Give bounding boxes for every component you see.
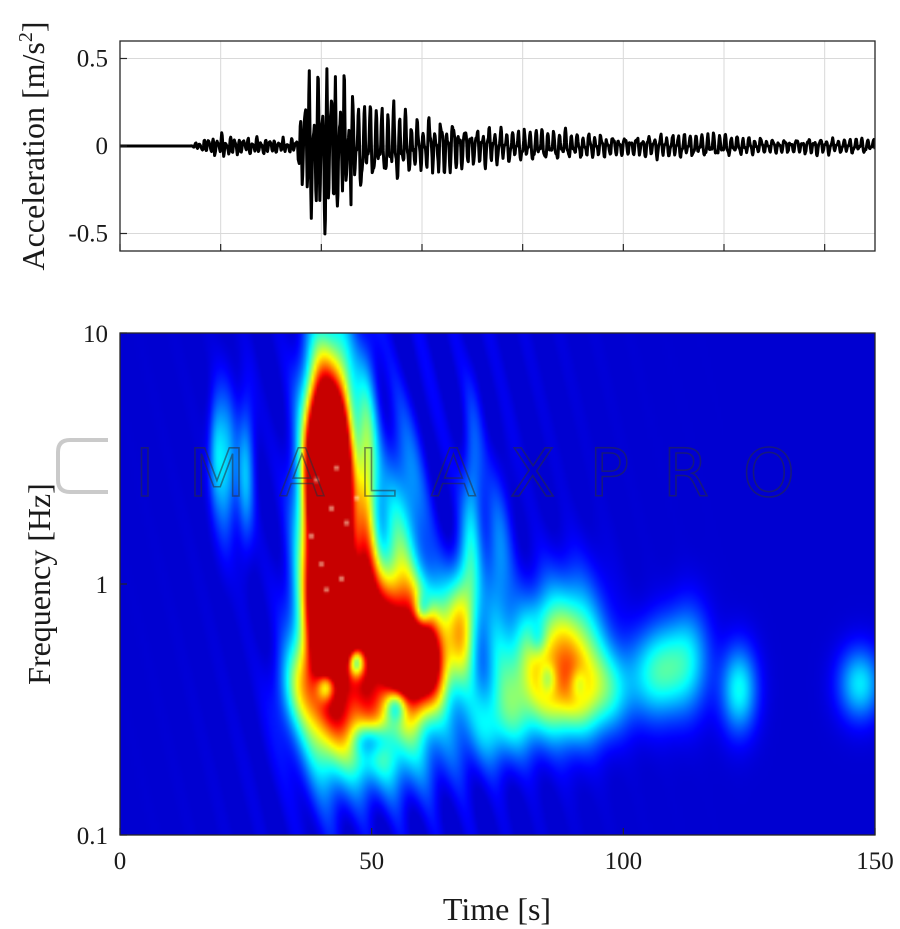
acceleration-chart: -0.5 0 0.5 Acceleration [m/s2] [15,22,876,271]
scalogram-x-tick-label-3: 150 [856,848,894,875]
acceleration-y-label-main: Acceleration [m/s [15,42,51,270]
scalogram-y-tick-label-1: 1 [96,572,109,599]
acceleration-y-tick-label-0: -0.5 [68,221,108,248]
watermark-text: IMALAXPRO [135,435,829,512]
scalogram-x-axis-label: Time [s] [443,891,551,927]
scalogram-x-tick-label-1: 50 [359,848,384,875]
scalogram-x-tick-label-0: 0 [114,848,127,875]
acceleration-series-line [120,67,875,236]
acceleration-y-ticks: -0.5 0 0.5 [68,46,127,248]
watermark-logo-icon [56,438,108,494]
acceleration-y-axis-label: Acceleration [m/s2] [15,22,51,271]
acceleration-y-label-superscript: 2 [15,32,37,42]
scalogram-y-ticks: 0.1 1 10 [77,321,127,850]
scalogram-heatmap [120,333,875,835]
acceleration-y-label-end: ] [15,22,51,33]
scalogram-chart: 0 50 100 150 0.1 1 10 Time [s] Frequency [Hz] [21,321,894,927]
scalogram-x-ticks: 0 50 100 150 [114,828,894,875]
acceleration-y-tick-label-2: 0.5 [77,46,108,73]
watermark: IMALAXPRO [56,434,829,513]
acceleration-y-tick-label-1: 0 [96,133,109,160]
scalogram-y-tick-label-2: 10 [83,321,108,348]
scalogram-y-tick-label-0: 0.1 [77,823,108,850]
scalogram-y-axis-label: Frequency [Hz] [21,483,57,685]
scalogram-x-tick-label-2: 100 [605,848,643,875]
